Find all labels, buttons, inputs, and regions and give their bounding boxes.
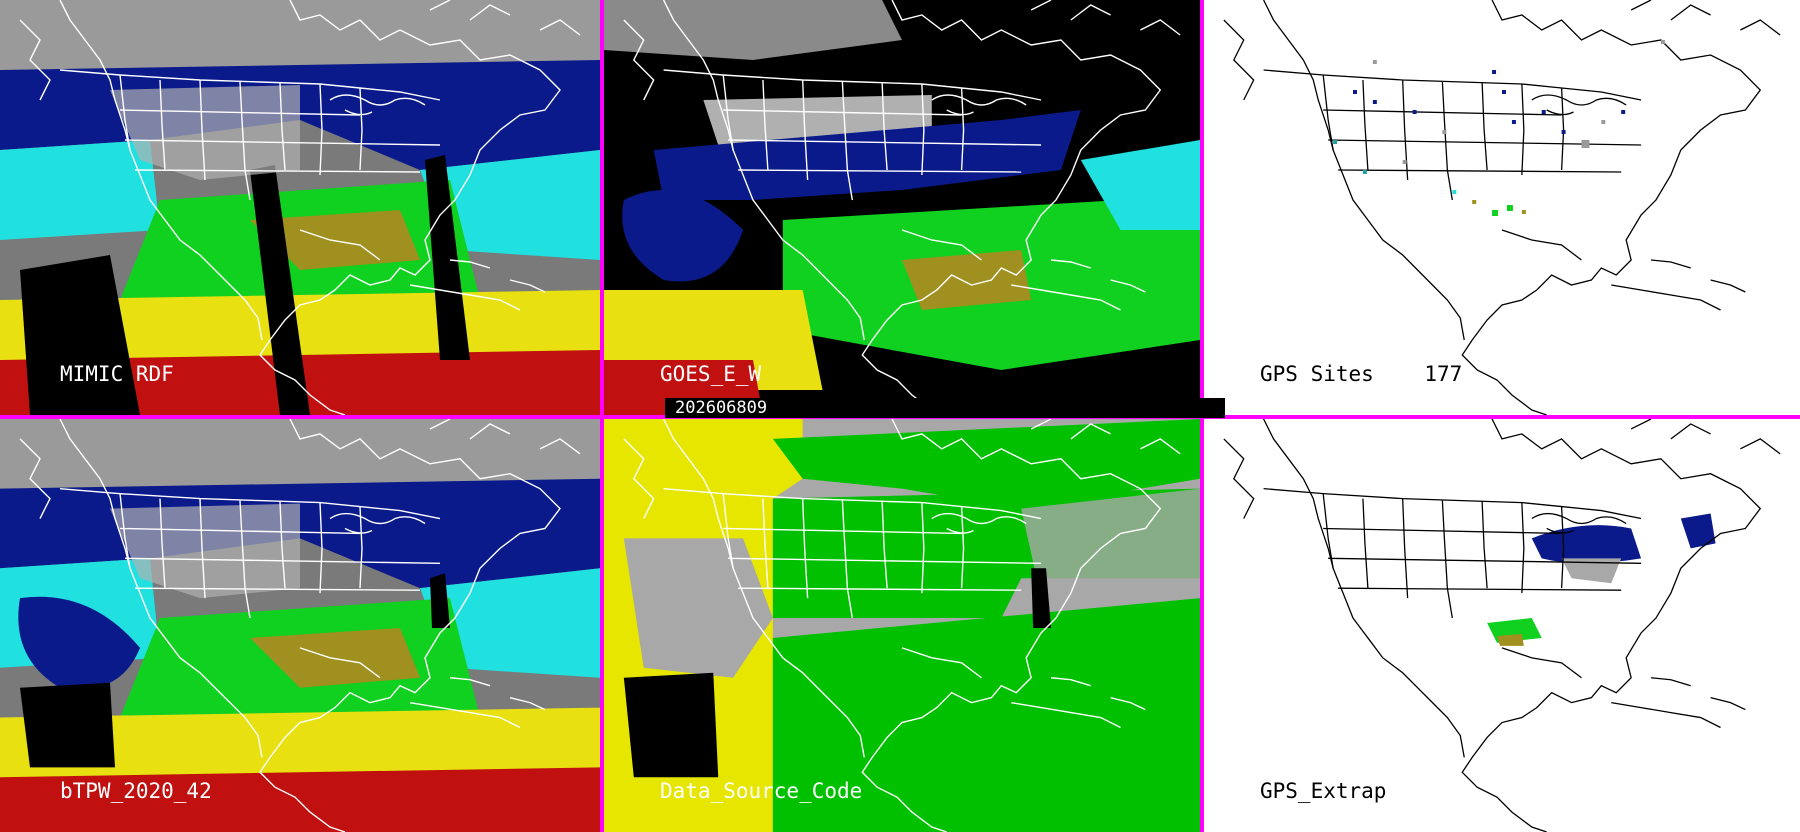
mimic-rdf-panel: MIMIC RDF (0, 0, 600, 415)
mimic-rdf-map (0, 0, 600, 415)
btpw-panel: bTPW_2020_42 (0, 419, 600, 832)
data-source-panel: Data_Source_Code (604, 419, 1200, 832)
mimic-rdf-label: MIMIC RDF (60, 362, 174, 386)
gps-sites-count: 177 (1424, 362, 1463, 386)
btpw-map (0, 419, 600, 832)
gps-extrap-map (1204, 419, 1800, 832)
gps-sites-title: GPS Sites (1260, 362, 1374, 386)
goes-panel: GOES_E_W (604, 0, 1200, 415)
btpw-label: bTPW_2020_42 (60, 779, 212, 803)
gps-sites-panel: GPS Sites 177 (1204, 0, 1800, 415)
goes-label: GOES_E_W (660, 362, 762, 386)
data-source-label: Data_Source_Code (660, 779, 863, 803)
data-source-map (604, 419, 1200, 832)
timestamp-bar: 202606809 (665, 398, 1225, 418)
gps-extrap-label: GPS_Extrap (1260, 779, 1387, 803)
gps-site-markers (1333, 40, 1665, 216)
goes-map (604, 0, 1200, 415)
gps-extrap-panel: GPS_Extrap (1204, 419, 1800, 832)
gps-sites-label: GPS Sites 177 (1260, 362, 1462, 386)
gps-sites-map (1204, 0, 1800, 415)
